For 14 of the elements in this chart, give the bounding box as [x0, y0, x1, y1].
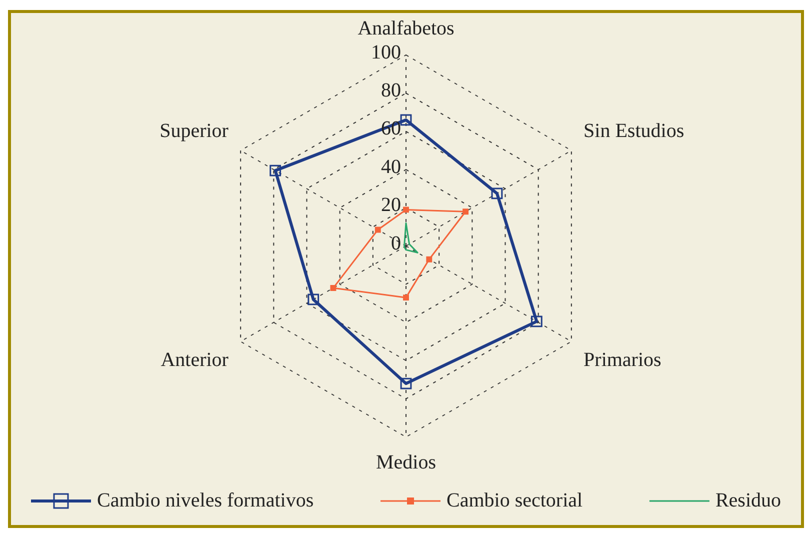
y-tick-label: 100	[371, 41, 401, 64]
spoke-label: Anterior	[160, 348, 229, 371]
y-tick-label: 20	[381, 194, 401, 216]
spoke-label: Sin Estudios	[584, 120, 684, 142]
spoke-label: Medios	[376, 451, 436, 474]
legend-label: Residuo	[715, 489, 782, 512]
legend-label: Cambio niveles formativos	[97, 489, 314, 512]
legend-label: Cambio sectorial	[446, 489, 584, 512]
spoke-label: Superior	[160, 120, 229, 142]
spoke-label: Primarios	[584, 348, 662, 371]
y-tick-label: 80	[381, 79, 401, 102]
y-tick-label: 0	[391, 232, 401, 254]
y-tick-label: 40	[381, 156, 401, 178]
spoke-label: Analfabetos	[358, 17, 455, 40]
